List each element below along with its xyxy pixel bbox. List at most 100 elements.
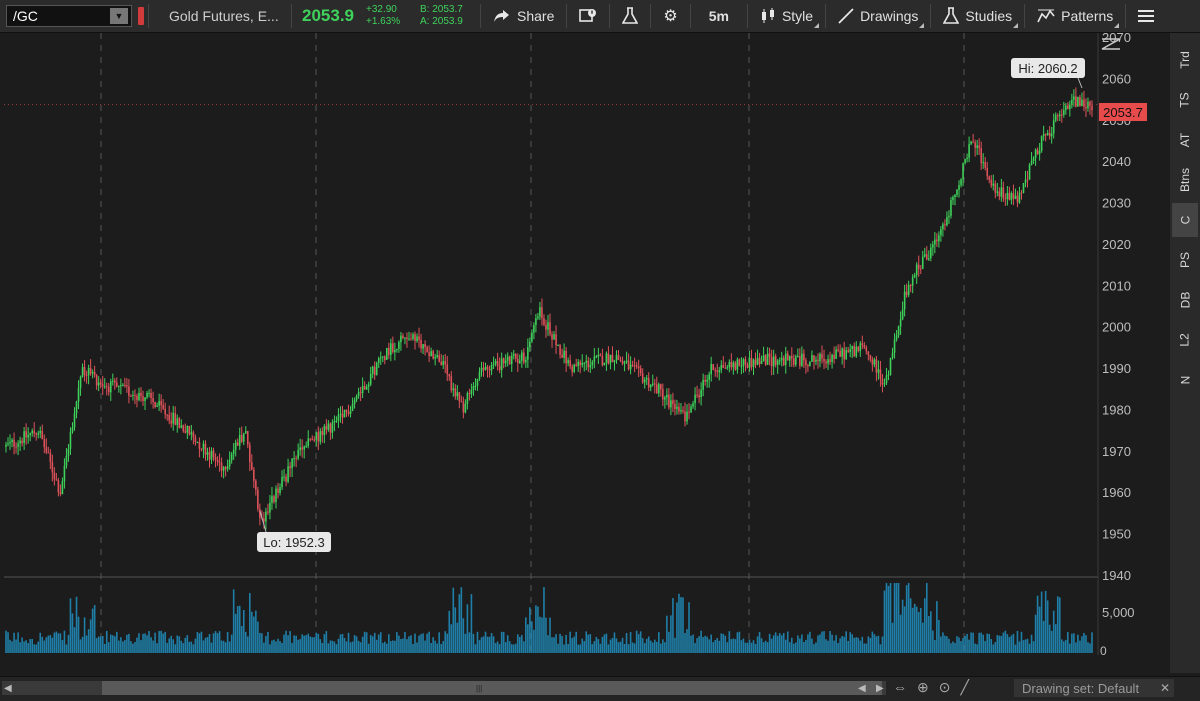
volume-bar [103, 644, 106, 653]
candle-body [361, 385, 364, 394]
candle-body [520, 352, 523, 361]
candle-body [154, 402, 156, 408]
collapse-icon[interactable] [1101, 38, 1121, 50]
candle-body [216, 459, 219, 462]
candle-body [913, 275, 916, 278]
timeframe-button[interactable]: 5m [695, 0, 743, 32]
share-button[interactable]: Share [485, 0, 562, 32]
volume-bar [623, 643, 626, 653]
price-chart[interactable]: 1940 1950 1960 1970 1980 1990 2000 2010 2020 2030… [4, 33, 1170, 659]
chart-settings-button[interactable]: ⚙ [655, 0, 685, 32]
volume-bar [1054, 624, 1057, 653]
divider [291, 4, 292, 28]
tab-ts[interactable]: TS [1172, 83, 1198, 117]
volume-bar [1083, 632, 1085, 653]
candle-body [1004, 198, 1007, 200]
candle-body [803, 353, 805, 361]
volume-bar [988, 633, 991, 653]
tab-btns[interactable]: Btns [1172, 163, 1198, 197]
scroll-left-end-icon[interactable]: ◀ [858, 683, 866, 694]
candle-body [327, 423, 330, 430]
candle-body [992, 183, 995, 186]
volume-bar [410, 635, 412, 653]
candle-body [1077, 97, 1079, 107]
candle-body [1048, 132, 1051, 137]
candle-body [909, 284, 912, 286]
zoom-icon[interactable]: ⊙ [938, 679, 951, 695]
candle-body [1085, 106, 1087, 109]
candle-body [1044, 134, 1047, 136]
style-button[interactable]: Style [752, 0, 821, 32]
volume-bar [1069, 643, 1071, 653]
tab-l2[interactable]: L2 [1172, 323, 1198, 357]
volume-bar [575, 631, 578, 653]
candle-body [33, 430, 36, 434]
studies-button[interactable]: Studies [935, 0, 1020, 32]
pattern-icon [1037, 8, 1055, 24]
chart-area[interactable]: 1940 1950 1960 1970 1980 1990 2000 2010 2020 2030… [4, 33, 1170, 659]
volume-bar [363, 631, 366, 653]
volume-bar [696, 638, 698, 653]
crosshair-icon[interactable]: ⊕ [917, 679, 929, 695]
volume-bar [599, 643, 602, 653]
volume-bar [307, 633, 310, 653]
volume-bar [434, 640, 436, 653]
volume-bar [750, 642, 753, 653]
candle-body [589, 365, 592, 368]
volume-bar [275, 641, 277, 653]
volume-bar [335, 644, 338, 653]
candle-body [454, 388, 457, 397]
tab-at[interactable]: AT [1172, 123, 1198, 157]
candle-body [907, 284, 910, 296]
candle-body [752, 359, 755, 368]
chevron-down-icon[interactable]: ▼ [110, 8, 128, 24]
candle-body [438, 355, 440, 362]
volume-bar [220, 640, 223, 653]
drawing-set-input[interactable]: Drawing set: Default ✕ [1014, 679, 1174, 697]
pan-icon[interactable]: ⇔ [893, 679, 907, 695]
candle-body [901, 309, 904, 320]
thinkscript-lab-button[interactable] [614, 0, 646, 32]
volume-bar [774, 632, 777, 653]
volume-bar [369, 634, 372, 653]
candle-body [504, 360, 507, 364]
candle-body [639, 368, 642, 374]
gear-icon: ⚙ [663, 8, 678, 25]
tab-trd[interactable]: Trd [1172, 43, 1198, 77]
volume-bar [339, 634, 342, 653]
draw-line-icon[interactable]: ╱ [960, 679, 969, 695]
candle-body [246, 431, 249, 445]
volume-bar [909, 598, 912, 653]
patterns-button[interactable]: Patterns [1029, 0, 1121, 32]
scroll-right-icon[interactable]: ▶ [876, 683, 884, 694]
candle-body [609, 354, 612, 364]
volume-bar [502, 631, 505, 653]
volume-bar [1079, 640, 1081, 653]
candle-body [583, 362, 586, 364]
volume-bar [480, 637, 483, 653]
candle-body [772, 356, 775, 367]
scroll-thumb[interactable] [102, 681, 882, 695]
scroll-left-icon[interactable]: ◀ [4, 683, 12, 694]
tab-c[interactable]: C [1172, 203, 1198, 237]
volume-bar [53, 632, 56, 653]
more-button[interactable] [1130, 0, 1162, 32]
symbol-input[interactable]: /GC ▼ [6, 5, 132, 27]
candle-body [645, 377, 648, 380]
time-scrollbar[interactable]: ◀ ||| [2, 681, 886, 695]
candle-body [666, 394, 668, 398]
candle-body [178, 418, 181, 428]
candle-body [35, 433, 38, 435]
tab-db[interactable]: DB [1172, 283, 1198, 317]
drawings-button[interactable]: Drawings [830, 0, 926, 32]
volume-bar [668, 631, 670, 653]
tab-n[interactable]: N [1172, 363, 1198, 397]
chart-alert-button[interactable] [571, 0, 605, 32]
tab-ps[interactable]: PS [1172, 243, 1198, 277]
volume-bar [406, 639, 408, 653]
volume-bar [1042, 620, 1045, 653]
candle-body [128, 386, 130, 396]
close-icon[interactable]: ✕ [1159, 681, 1170, 695]
alert-flag-icon[interactable] [138, 7, 144, 25]
price-tick-label: 2040 [1102, 154, 1131, 169]
